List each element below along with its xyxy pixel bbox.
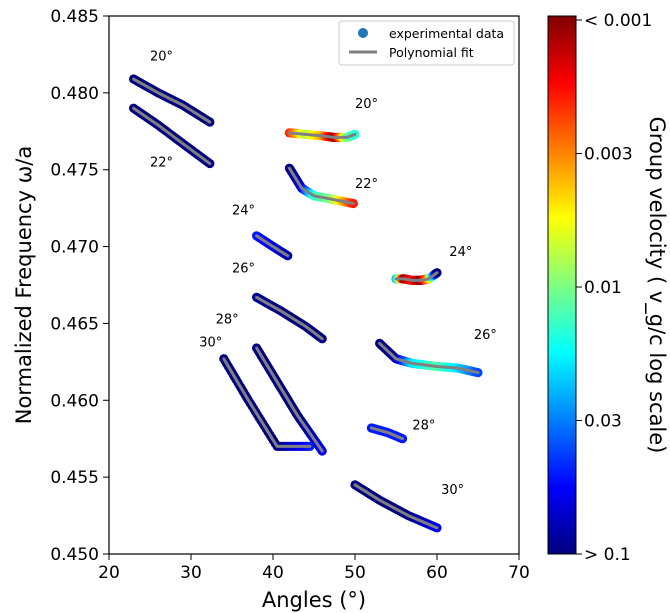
y-tick-label: 0.460 [50,391,99,411]
data-series [391,268,442,285]
colorbar-tick-label: > 0.1 [584,545,631,565]
data-series [252,343,327,456]
polynomial-fit-line [255,295,324,341]
y-axis-label: Normalized Frequency ω/a [12,146,36,424]
annotation-layer: 20° 22° 24° 26° 28° 30° 20° 22° 24° 26° 28° 30° [150,50,497,498]
data-series [129,74,215,127]
angle-annotation: 20° [150,50,173,65]
polynomial-fit-line [255,346,324,453]
data-series [219,354,315,451]
data-series [284,128,360,143]
polynomial-fit-line [255,234,290,258]
colorbar-tick-label: 0.003 [584,145,633,165]
y-axis-ticks: 0.450 0.455 0.460 0.465 0.470 0.475 0.480 0.485 [50,7,109,565]
colorbar-tick-label: < 0.001 [584,11,652,31]
polynomial-fit-line [369,426,405,441]
data-series [375,338,483,378]
polynomial-fit-line [287,166,355,206]
legend-box [338,20,515,66]
colorbar-tick-label: 0.03 [584,412,622,432]
x-tick-label: 30 [180,563,202,583]
y-tick-label: 0.485 [50,7,99,27]
polynomial-fit-line [132,77,212,124]
series-layer [129,74,483,533]
polynomial-fit-line [378,341,480,375]
angle-annotation: 22° [150,156,173,171]
polynomial-fit-line [287,131,357,139]
y-tick-label: 0.465 [50,314,99,334]
angle-annotation: 22° [355,177,378,192]
data-series [252,292,327,344]
polynomial-fit-line [394,271,439,282]
y-tick-label: 0.470 [50,238,99,258]
data-series [252,231,293,261]
y-tick-label: 0.480 [50,84,99,104]
legend-label-experimental: experimental data [389,26,504,41]
y-tick-label: 0.455 [50,468,99,488]
x-tick-label: 50 [344,563,366,583]
data-series [284,163,358,209]
legend: experimental data Polynomial fit [338,20,515,66]
plot-area: 20° 22° 24° 26° 28° 30° 20° 22° 24° 26° 28° 30° 20 3… [50,7,529,583]
y-tick-label: 0.475 [50,161,99,181]
colorbar-label: Group velocity ( v_g/c log scale) [644,117,669,454]
x-tick-label: 20 [98,563,120,583]
data-series [350,480,442,533]
polynomial-fit-line [222,357,312,448]
polynomial-fit-line [353,483,439,530]
colorbar-ticks: < 0.001 0.003 0.01 0.03 > 0.1 [576,11,652,565]
angle-annotation: 28° [216,312,239,327]
angle-annotation: 26° [474,328,497,343]
angle-annotation: 24° [449,245,472,260]
angle-annotation: 24° [232,203,255,218]
polynomial-fit-line [132,106,212,166]
legend-label-fit: Polynomial fit [389,45,474,60]
x-axis-ticks: 20 30 40 50 60 70 [98,554,530,583]
angle-annotation: 26° [232,262,255,277]
x-axis-label: Angles (°) [262,588,366,612]
x-tick-label: 40 [262,563,284,583]
colorbar-tick-label: 0.01 [584,278,622,298]
angle-annotation: 30° [199,335,222,350]
angle-annotation: 28° [412,418,435,433]
data-series [366,423,408,444]
angle-annotation: 20° [355,97,378,112]
colorbar: < 0.001 0.003 0.01 0.03 > 0.1 Group velocity… [547,11,669,565]
plot-frame [108,15,520,555]
data-series [129,103,215,169]
colorbar-gradient [547,15,577,555]
angle-annotation: 30° [441,483,464,498]
x-tick-label: 60 [426,563,448,583]
y-tick-label: 0.450 [50,545,99,565]
x-tick-label: 70 [508,563,530,583]
legend-marker-experimental [358,28,368,38]
